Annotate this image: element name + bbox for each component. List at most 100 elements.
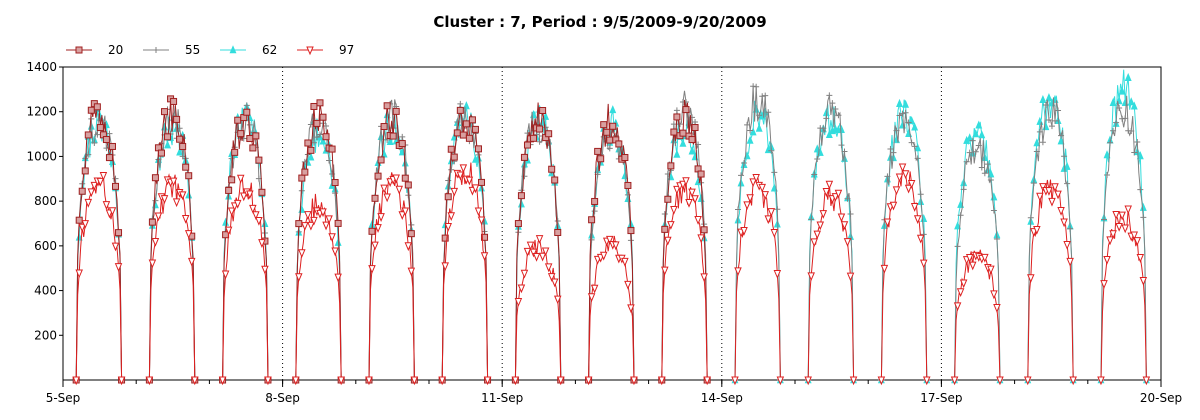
data-point <box>911 143 918 150</box>
data-point <box>102 136 110 144</box>
data-point <box>624 181 632 189</box>
data-point <box>536 138 543 145</box>
series-line <box>1100 95 1147 381</box>
data-point <box>404 242 413 252</box>
data-point <box>599 251 608 261</box>
data-point <box>75 232 83 241</box>
data-point <box>521 173 528 180</box>
data-point <box>78 223 86 233</box>
data-point <box>477 216 486 226</box>
data-point <box>682 177 690 187</box>
data-point <box>759 93 766 100</box>
data-point <box>75 216 83 224</box>
data-point <box>319 113 327 121</box>
data-point <box>893 127 900 134</box>
data-point <box>517 284 526 294</box>
data-point <box>365 376 373 386</box>
data-point <box>685 198 693 208</box>
data-point <box>700 273 708 283</box>
data-point <box>99 172 108 181</box>
series-line <box>807 104 855 381</box>
data-point <box>1134 138 1141 145</box>
data-point <box>1057 136 1065 145</box>
series-line <box>954 137 1001 381</box>
data-point <box>398 140 406 148</box>
data-point <box>1110 127 1117 134</box>
data-point <box>901 170 910 180</box>
data-point <box>94 131 101 138</box>
data-point <box>752 174 760 183</box>
data-point <box>1137 186 1144 193</box>
data-point <box>383 193 391 203</box>
data-point <box>1052 117 1059 124</box>
series-line <box>880 112 928 381</box>
data-point <box>996 376 1004 386</box>
data-point <box>541 247 550 257</box>
data-point <box>902 109 909 116</box>
data-point <box>304 139 312 147</box>
data-point <box>1097 376 1105 386</box>
data-point <box>337 376 345 386</box>
data-point <box>544 263 553 273</box>
data-point <box>832 105 839 112</box>
data-point <box>459 131 467 139</box>
data-point <box>517 192 525 200</box>
data-point <box>228 155 235 162</box>
data-point <box>407 230 415 238</box>
data-point <box>676 121 683 128</box>
data-point <box>846 272 855 282</box>
data-point <box>907 180 916 189</box>
data-point <box>899 110 906 117</box>
data-point <box>1045 116 1052 123</box>
data-point <box>249 204 257 214</box>
data-point <box>334 237 342 246</box>
data-point <box>969 137 976 144</box>
data-point <box>673 113 681 121</box>
data-point <box>258 239 266 248</box>
series-line <box>734 100 781 381</box>
data-point <box>114 263 123 272</box>
data-point <box>447 145 455 153</box>
x-tick-label: 5-Sep <box>46 391 81 405</box>
data-point <box>808 216 815 223</box>
data-point <box>328 145 336 153</box>
data-point <box>905 119 912 126</box>
data-point <box>822 188 831 197</box>
data-point <box>831 193 840 202</box>
data-point <box>480 252 489 262</box>
data-point <box>1033 148 1040 155</box>
data-point <box>993 235 1000 242</box>
data-point <box>1039 94 1047 104</box>
data-point <box>298 249 306 259</box>
data-point <box>594 147 602 155</box>
data-point <box>523 141 531 149</box>
data-point <box>481 233 489 241</box>
data-point <box>152 197 159 204</box>
data-point <box>164 140 171 149</box>
data-point <box>529 248 538 258</box>
data-point <box>590 284 599 294</box>
data-point <box>758 183 766 193</box>
data-point <box>749 178 757 188</box>
data-point <box>913 215 922 225</box>
data-point <box>697 170 705 178</box>
legend-label: 97 <box>339 43 354 57</box>
data-point <box>847 211 854 218</box>
data-point <box>377 213 385 222</box>
data-point <box>322 221 330 231</box>
series-layer <box>72 69 1151 386</box>
data-point <box>747 127 754 134</box>
data-point <box>184 230 193 239</box>
series-line <box>222 175 269 381</box>
data-point <box>246 190 254 200</box>
data-point <box>222 217 230 226</box>
data-point <box>514 220 522 228</box>
data-point <box>688 146 696 155</box>
data-point <box>990 207 997 214</box>
data-point <box>981 170 988 177</box>
data-point <box>823 115 830 122</box>
data-point <box>1118 86 1126 95</box>
data-point <box>1058 132 1065 139</box>
legend-label: 62 <box>262 43 277 57</box>
data-point <box>444 222 452 232</box>
